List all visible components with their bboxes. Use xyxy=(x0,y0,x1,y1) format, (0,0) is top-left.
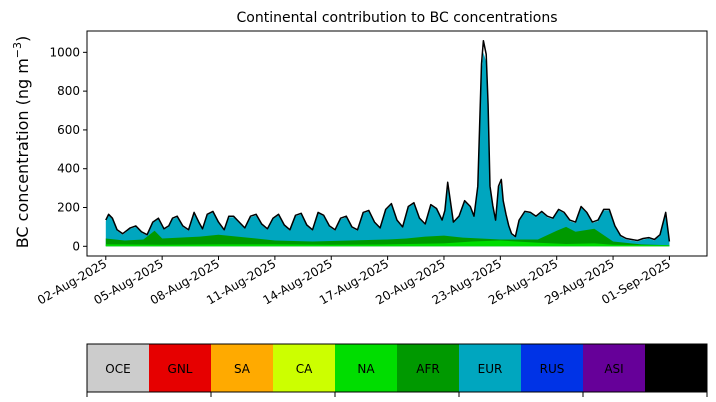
colorbar-swatch-asi xyxy=(583,344,645,392)
y-tick-label: 400 xyxy=(57,162,80,176)
y-tick-label: 1000 xyxy=(49,45,80,59)
colorbar-swatch-rus xyxy=(521,344,583,392)
y-tick-label: 800 xyxy=(57,84,80,98)
colorbar-label-eur: EUR xyxy=(478,362,503,376)
colorbar-label-aus: AUS xyxy=(664,362,689,376)
x-axis: 02-Aug-202505-Aug-202508-Aug-202511-Aug-… xyxy=(35,256,673,307)
series-area-na xyxy=(105,240,670,247)
colorbar-label-na: NA xyxy=(357,362,375,376)
colorbar-label-ca: CA xyxy=(296,362,313,376)
colorbar-swatch-ca xyxy=(273,344,335,392)
series-layer xyxy=(105,39,671,247)
colorbar-swatch-eur xyxy=(459,344,521,392)
colorbar: OCE GNL SA CA NA AFR EUR RUS ASI AUS xyxy=(86,343,708,397)
colorbar-label-sa: SA xyxy=(234,362,251,376)
colorbar-swatch-afr xyxy=(397,344,459,392)
colorbar-label-afr: AFR xyxy=(416,362,439,376)
y-tick-label: 600 xyxy=(57,123,80,137)
y-axis-label-suffix: ) xyxy=(13,36,32,42)
colorbar-label-rus: RUS xyxy=(540,362,565,376)
series-area-eur xyxy=(105,52,670,247)
y-tick-label: 200 xyxy=(57,201,80,215)
y-axis-label-exponent: −3 xyxy=(11,42,24,58)
colorbar-swatch-oce xyxy=(87,344,149,392)
y-axis: 0 200 400 600 800 1000 xyxy=(49,45,87,253)
series-area-afr xyxy=(105,226,670,247)
plot-frame xyxy=(86,30,708,257)
y-tick-label: 0 xyxy=(72,239,80,253)
series-line-total xyxy=(105,39,671,242)
colorbar-swatch-aus xyxy=(645,344,707,392)
y-axis-label: BC concentration (ng m−3) xyxy=(11,36,32,249)
colorbar-swatch-gnl xyxy=(149,344,211,392)
colorbar-swatch-na xyxy=(335,344,397,392)
colorbar-label-asi: ASI xyxy=(604,362,623,376)
chart-title: Continental contribution to BC concentra… xyxy=(236,10,557,26)
colorbar-frame xyxy=(86,343,708,393)
colorbar-swatch-sa xyxy=(211,344,273,392)
colorbar-label-oce: OCE xyxy=(105,362,130,376)
colorbar-label-gnl: GNL xyxy=(168,362,193,376)
